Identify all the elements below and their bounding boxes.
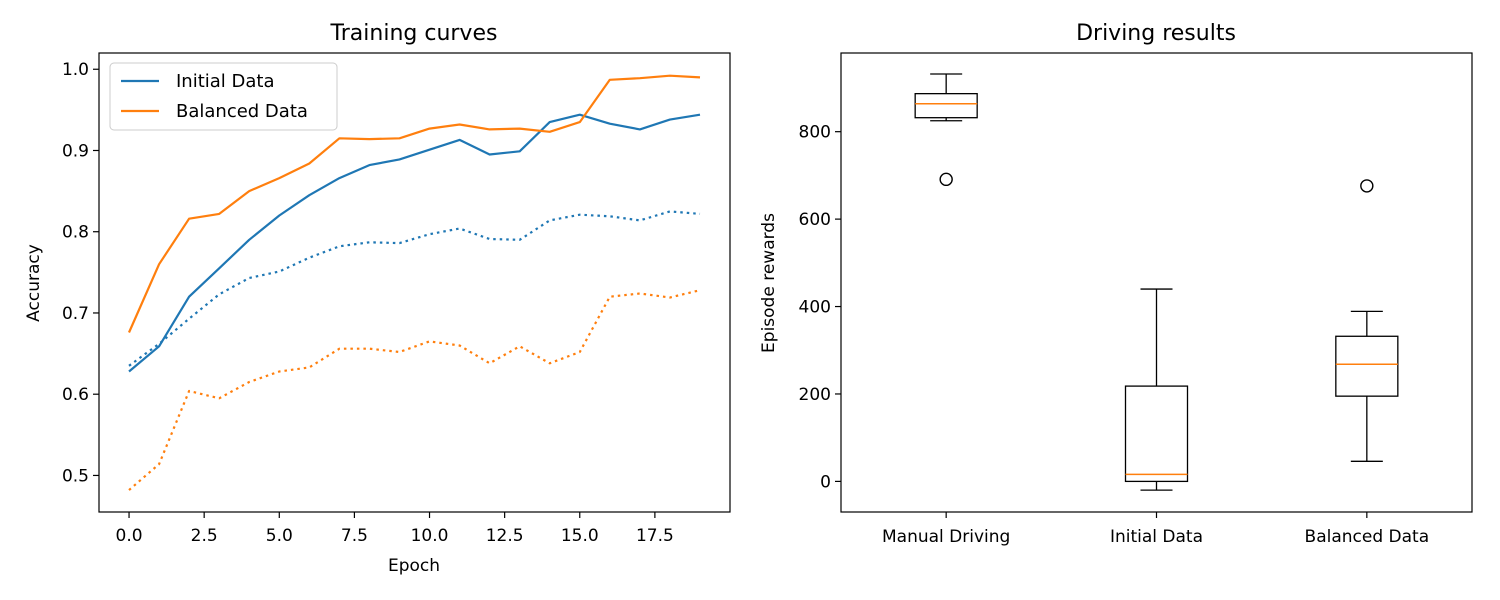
y-tick-label: 800 <box>799 123 831 143</box>
x-tick-label: 0.0 <box>116 526 143 546</box>
legend-label-initial-data: Initial Data <box>176 71 275 92</box>
training-curves-panel: Training curves 0.5 0.6 0.7 0.8 0.9 1.0 0.0 2.… <box>24 21 731 576</box>
x-tick-label: Manual Driving <box>882 527 1010 547</box>
plot-frame <box>98 52 731 513</box>
boxplots <box>914 73 1399 491</box>
plot-frame <box>840 52 1473 513</box>
box <box>1335 335 1399 397</box>
y-tick-label: 1.0 <box>62 60 89 80</box>
series-line-0 <box>128 113 701 373</box>
series-line-1 <box>127 74 701 333</box>
y-tick-label: 0.8 <box>62 223 89 243</box>
series-line-2 <box>128 210 701 367</box>
y-tick-label: 0.7 <box>62 304 89 324</box>
legend-label-balanced-data: Balanced Data <box>176 101 308 122</box>
x-tick-label: 12.5 <box>486 526 524 546</box>
y-tick-label: 0.9 <box>62 141 89 161</box>
x-tick-label: 7.5 <box>341 526 368 546</box>
box <box>1124 385 1189 483</box>
y-axis-label: Accuracy <box>24 244 44 322</box>
y-tick-label: 0.5 <box>62 466 89 486</box>
driving-results-panel: Driving results 0 200 400 600 800 Manual Dri… <box>759 21 1473 547</box>
x-axis-ticks: Manual Driving Initial Data Balanced Data <box>882 512 1429 547</box>
box <box>914 93 978 119</box>
x-axis-label: Epoch <box>388 556 440 576</box>
legend-box <box>109 62 338 131</box>
outlier-point <box>1360 179 1374 193</box>
x-tick-label: Initial Data <box>1110 527 1203 547</box>
x-tick-label: 2.5 <box>191 526 218 546</box>
series-line-3 <box>128 289 701 491</box>
y-tick-label: 0 <box>820 472 831 492</box>
series-lines <box>127 74 701 491</box>
x-tick-label: Balanced Data <box>1305 527 1430 547</box>
x-tick-label: 10.0 <box>411 526 449 546</box>
y-axis-ticks: 0.5 0.6 0.7 0.8 0.9 1.0 <box>62 60 99 486</box>
boxplot-2 <box>1335 179 1399 462</box>
y-axis-ticks: 0 200 400 600 800 <box>799 123 841 492</box>
outlier-point <box>939 172 953 187</box>
y-tick-label: 400 <box>799 298 831 318</box>
y-tick-label: 200 <box>799 385 831 405</box>
chart-title: Driving results <box>1076 21 1236 46</box>
y-tick-label: 600 <box>799 210 831 230</box>
chart-title: Training curves <box>330 21 498 46</box>
x-tick-label: 17.5 <box>636 526 674 546</box>
legend: Initial Data Balanced Data <box>109 62 338 131</box>
y-tick-label: 0.6 <box>62 385 89 405</box>
x-tick-label: 15.0 <box>561 526 599 546</box>
x-tick-label: 5.0 <box>266 526 293 546</box>
y-axis-label: Episode rewards <box>759 213 779 353</box>
boxplot-0 <box>914 73 978 187</box>
x-axis-ticks: 0.0 2.5 5.0 7.5 10.0 12.5 15.0 17.5 <box>116 512 674 546</box>
boxplot-1 <box>1124 288 1189 491</box>
